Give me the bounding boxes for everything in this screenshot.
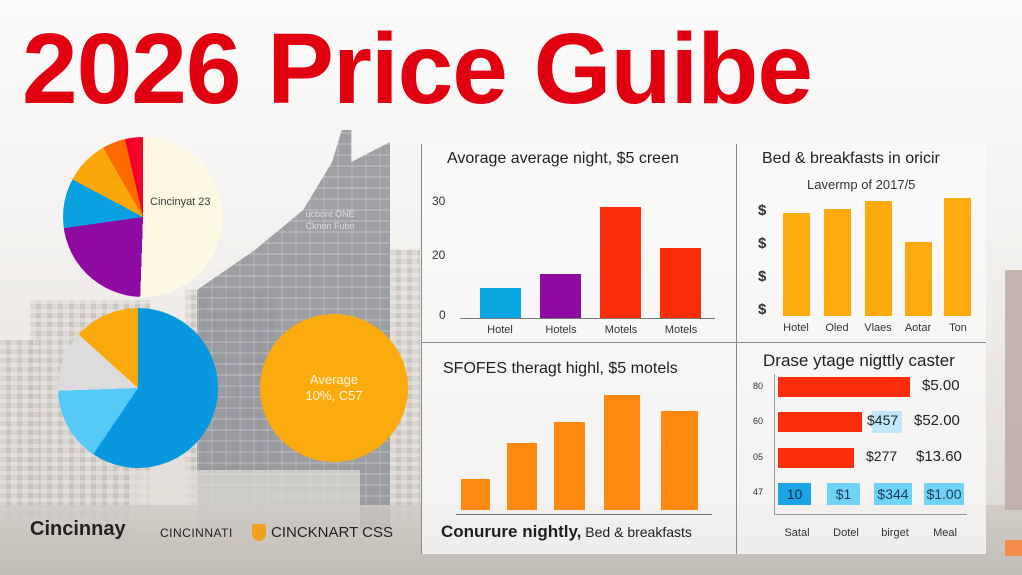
value-chip: $344	[874, 483, 912, 505]
y-tick: $	[758, 301, 767, 318]
chart-title: Drase ytage nigttly caster	[763, 351, 955, 370]
chart-subtitle: Lavermp of 2017/5	[807, 177, 916, 192]
building	[0, 340, 40, 520]
value-chip	[872, 411, 902, 433]
bar-motels	[600, 207, 641, 318]
average-label: Average	[309, 372, 359, 387]
bar-oled	[824, 209, 851, 316]
mid-value: $277	[866, 448, 898, 464]
row-value: $5.00	[922, 377, 960, 394]
logo-cincknart: CINCKNART CSS	[252, 524, 393, 541]
x-label: birget	[881, 527, 909, 539]
bar-ton	[944, 198, 971, 316]
average-circle: Average 10%, C57	[260, 314, 408, 462]
hbar-row-1	[778, 377, 910, 397]
x-label: Hotel	[487, 324, 513, 336]
y-tick: 30	[432, 194, 446, 208]
x-axis	[460, 318, 715, 319]
average-value: 10%, C57	[305, 388, 363, 403]
x-label: Oled	[825, 322, 849, 334]
x-label: Hotel	[783, 322, 809, 334]
clock-tower	[1005, 270, 1022, 510]
shield-icon	[252, 524, 266, 541]
chart-title: Avorage average night, $5 creen	[447, 150, 679, 167]
bar-hotel	[480, 288, 521, 318]
y-tick: $	[758, 268, 767, 285]
x-label: Motels	[604, 324, 638, 336]
x-label: Meal	[933, 527, 957, 539]
bar-3	[554, 422, 585, 510]
panel-divider-horizontal	[421, 342, 986, 343]
row-value: $13.60	[916, 448, 962, 465]
y-axis	[774, 374, 775, 514]
bar-1	[461, 479, 490, 510]
logo-cincinnay: Cincinnay	[30, 518, 126, 540]
y-tick: $	[758, 235, 767, 252]
bar-5	[661, 411, 698, 510]
chart-title: Bed & breakfasts in oricir	[762, 150, 940, 167]
x-label: Hotels	[545, 324, 577, 336]
pie-chart-2	[58, 308, 218, 468]
hbar-row-2	[778, 412, 862, 432]
bar-hotel	[783, 213, 810, 316]
bar-2	[507, 443, 537, 510]
hbar-row-3	[778, 448, 854, 468]
row-label: 47	[753, 487, 764, 497]
x-label: Satal	[784, 527, 810, 539]
row-label: 80	[753, 381, 764, 391]
value-chip: $1	[827, 483, 860, 505]
pie-chart-1	[63, 137, 223, 297]
panel-divider-middle	[736, 144, 737, 554]
chart-footer: Conurure nightly, Bed & breakfasts	[441, 522, 692, 541]
y-tick: $	[758, 202, 767, 219]
orange-marker	[1005, 540, 1022, 556]
bar-hotels	[540, 274, 581, 318]
bar-vlaes	[865, 201, 892, 316]
row-value: $52.00	[914, 412, 960, 429]
row-label: 60	[753, 416, 764, 426]
x-label: Motels	[664, 324, 698, 336]
logo-cincinnati: CINCINNATI	[160, 526, 233, 540]
row-label: 05	[753, 452, 764, 462]
page-title: 2026 Price Guibe	[22, 13, 813, 125]
panel-divider-left	[421, 144, 422, 554]
tower-sign: ucbont ONE Cknon Fubn	[305, 209, 355, 231]
y-tick: 0	[439, 308, 446, 322]
bar-motels-2	[660, 248, 701, 318]
x-label: Ton	[949, 322, 967, 334]
value-chip: $1.00	[924, 483, 964, 505]
x-label: Aotar	[904, 322, 932, 334]
bar-4	[604, 395, 640, 510]
value-chip: 10	[778, 483, 811, 505]
chart-title: SFOFES theragt highl, $5 motels	[443, 360, 678, 377]
x-axis	[456, 514, 712, 515]
pie-chart-1-label: Cincinyat 23	[150, 196, 211, 208]
bar-aotar	[905, 242, 932, 316]
x-label: Vlaes	[864, 322, 892, 334]
x-label: Dotel	[833, 527, 859, 539]
mid-value: $457	[867, 412, 899, 428]
y-tick: 20	[432, 248, 446, 262]
x-axis	[774, 514, 967, 515]
